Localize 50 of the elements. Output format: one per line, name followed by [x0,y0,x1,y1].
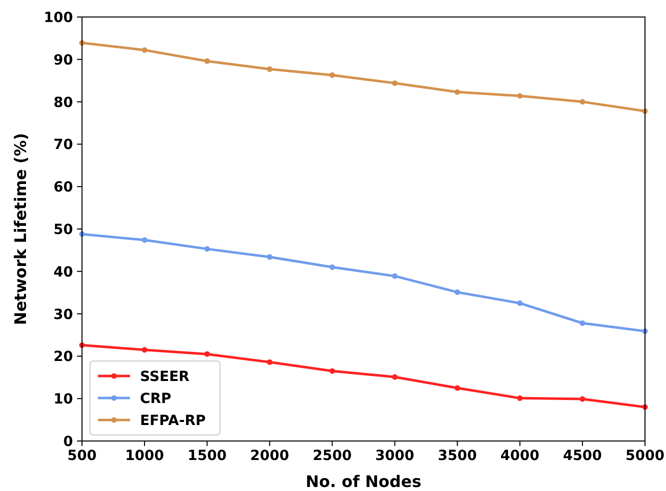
y-tick-label: 0 [63,434,74,450]
point [517,395,523,401]
point [580,99,586,105]
legend-label: SSEER [140,369,190,385]
point [329,368,336,374]
x-tick-label: 1500 [188,448,227,464]
point [329,264,336,270]
y-tick-label: 90 [54,52,74,68]
x-tick-label: 1000 [125,448,164,464]
y-tick-label: 60 [54,180,74,196]
point [392,273,398,279]
point [580,320,586,326]
x-tick-label: 500 [67,448,97,464]
x-tick-label: 3500 [438,448,478,464]
y-tick-label: 10 [54,392,74,408]
y-tick-label: 40 [54,264,74,280]
y-tick-label: 50 [54,222,74,238]
point [517,300,523,306]
y-tick-label: 30 [54,306,74,323]
point [142,47,148,53]
x-tick-label: 4000 [500,448,540,464]
x-tick-label: 4500 [562,448,602,464]
x-tick-label: 2500 [312,448,352,464]
point [204,246,210,252]
point [392,374,398,380]
x-tick-label: 3000 [375,448,415,464]
point [580,396,586,402]
y-tick-label: 70 [54,137,74,154]
point [517,93,523,99]
y-tick-label: 80 [54,94,74,111]
point [454,385,460,391]
x-tick-label: 2000 [250,448,290,464]
x-axis-title: No. of Nodes [306,472,422,491]
point [266,66,272,72]
point [266,254,272,260]
point [329,72,336,78]
point [204,58,210,64]
legend-label: EFPA-RP [140,413,206,429]
y-axis-title: Network Lifetime (%) [11,132,30,326]
point [204,351,210,357]
point [266,359,272,365]
x-tick-label: 5000 [626,448,665,464]
point [142,237,148,243]
y-tick-label: 100 [44,10,74,26]
point [392,80,398,86]
point [454,289,460,295]
y-tick-label: 20 [54,349,74,366]
point [142,347,148,353]
legend-label: CRP [140,391,172,407]
point [454,89,460,95]
